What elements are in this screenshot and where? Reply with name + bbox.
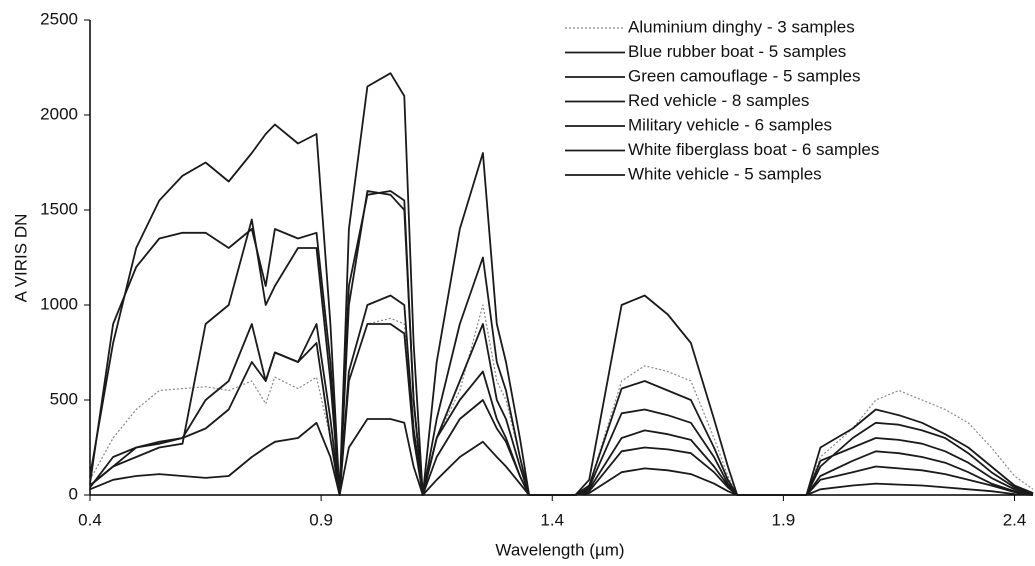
y-tick-label: 500 xyxy=(50,389,78,408)
legend-label: White vehicle - 5 samples xyxy=(628,164,822,183)
x-tick-label: 1.9 xyxy=(772,510,796,529)
series-line xyxy=(89,304,1034,496)
x-tick-label: 0.9 xyxy=(309,510,333,529)
series-line xyxy=(89,323,1034,496)
legend-label: White fiberglass boat - 6 samples xyxy=(628,140,879,159)
series-line xyxy=(89,72,1034,496)
legend-label: Aluminium dinghy - 3 samples xyxy=(628,17,855,36)
legend-label: Military vehicle - 6 samples xyxy=(628,115,832,134)
y-tick-label: 0 xyxy=(69,484,78,503)
series-line xyxy=(89,190,1034,496)
x-tick-label: 2.4 xyxy=(1003,510,1027,529)
legend-label: Green camouflage - 5 samples xyxy=(628,66,860,85)
y-tick-label: 2500 xyxy=(40,9,78,28)
x-tick-label: 0.4 xyxy=(78,510,102,529)
y-tick-label: 1500 xyxy=(40,199,78,218)
series-line xyxy=(89,190,1034,496)
y-tick-label: 1000 xyxy=(40,294,78,313)
x-axis-label: Wavelength (µm) xyxy=(495,540,624,559)
series-line xyxy=(89,294,1034,496)
series-line xyxy=(89,418,1034,496)
x-tick-label: 1.4 xyxy=(540,510,564,529)
legend-label: Red vehicle - 8 samples xyxy=(628,91,809,110)
y-axis-label: A VIRIS DN xyxy=(11,214,30,303)
legend-label: Blue rubber boat - 5 samples xyxy=(628,42,846,61)
y-tick-label: 2000 xyxy=(40,104,78,123)
